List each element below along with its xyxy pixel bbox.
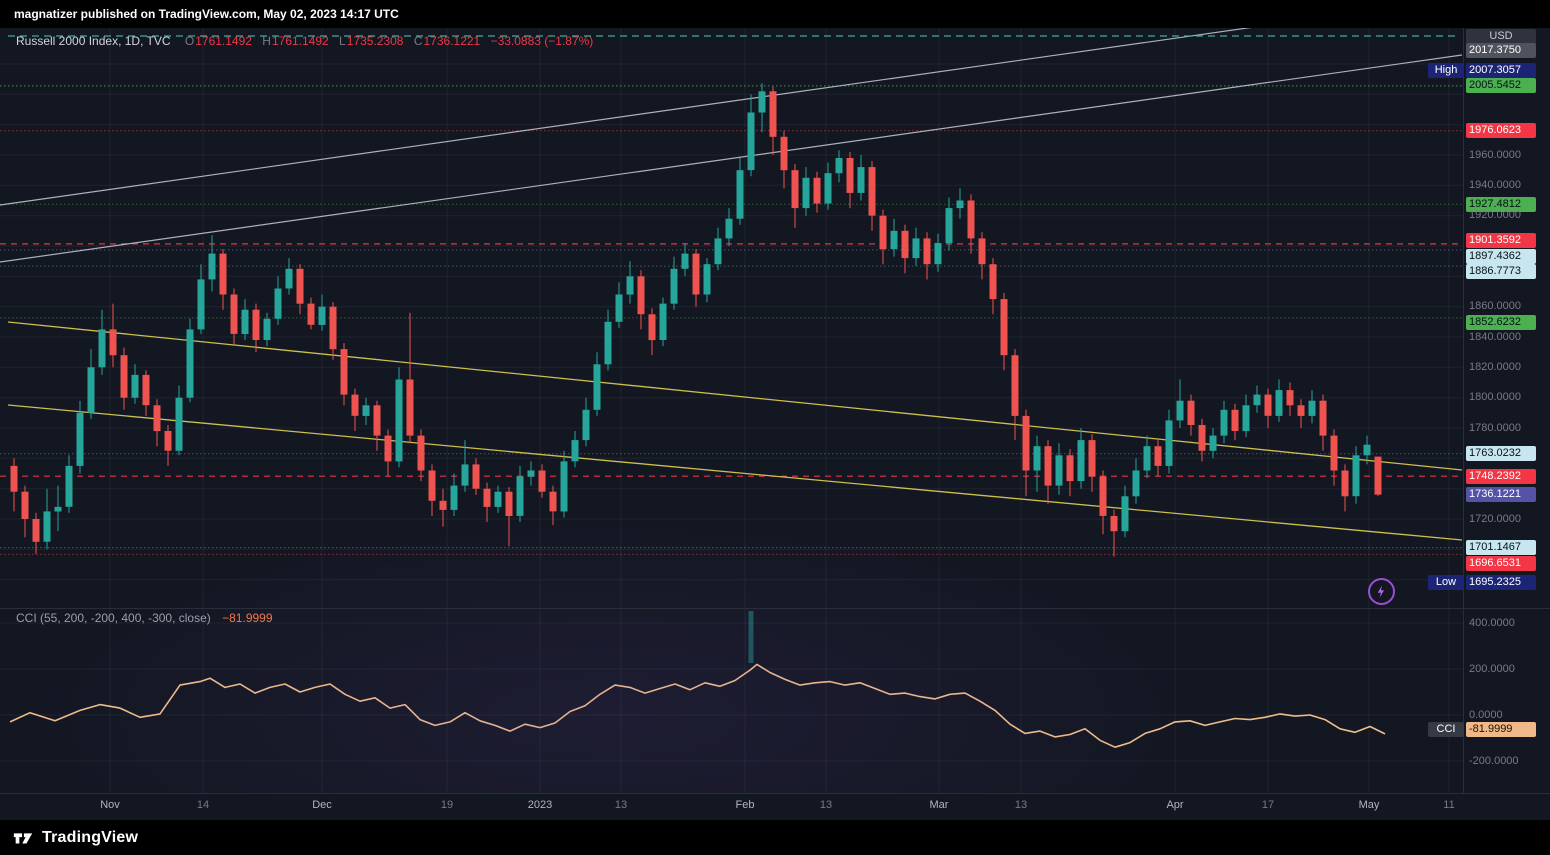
time-label: 13	[614, 799, 628, 811]
scale-label: 1820.0000	[1469, 360, 1521, 373]
scale-label: 1748.2392	[1466, 468, 1536, 484]
time-label: Feb	[735, 799, 755, 811]
scale-label: -81.9999	[1466, 721, 1536, 737]
time-label: Mar	[929, 799, 949, 811]
ohlc-change-value: −33.0883 (−1.87%)	[490, 34, 594, 48]
ohlc-low-label: L	[339, 34, 346, 48]
scale-label: 1897.4362	[1466, 248, 1536, 264]
scale-label: -200.0000	[1469, 754, 1519, 767]
cci-pane[interactable]	[0, 608, 1463, 793]
scale-label: 200.0000	[1469, 662, 1515, 675]
ohlc-open-value: 1761.1492	[195, 34, 252, 48]
time-label: 2023	[527, 799, 553, 811]
ohlc-open-label: O	[184, 34, 195, 48]
scale-label: 400.0000	[1469, 616, 1515, 629]
publish-text: magnatizer published on TradingView.com,…	[14, 7, 399, 21]
scale-label: 2005.5452	[1466, 78, 1536, 94]
scale-label: 1940.0000	[1469, 178, 1521, 191]
scale-label: 1927.4812	[1466, 196, 1536, 212]
scale-label: 1860.0000	[1469, 300, 1521, 313]
main-chart-pane[interactable]	[0, 28, 1463, 608]
cci-title[interactable]: CCI (55, 200, -200, 400, -300, close)	[16, 611, 211, 625]
price-scale-separator[interactable]	[1463, 28, 1464, 793]
ohlc-high-value: 1761.1492	[271, 34, 329, 48]
time-label: 17	[1261, 799, 1275, 811]
scale-label: 1920.0000	[1469, 209, 1521, 222]
scale-label: 1720.0000	[1469, 512, 1521, 525]
time-label: Dec	[312, 799, 332, 811]
scale-label: 1736.1221	[1466, 487, 1536, 503]
scale-label: 1840.0000	[1469, 330, 1521, 343]
time-label: 19	[440, 799, 454, 811]
lightning-icon	[1377, 585, 1384, 598]
footer-bar: TradingView	[0, 820, 1550, 855]
time-label: May	[1358, 799, 1380, 811]
scale-label: 1886.7773	[1466, 263, 1536, 279]
time-label: 11	[1443, 799, 1455, 811]
pane-separator[interactable]	[0, 608, 1550, 609]
ohlc-close-value: 1736.1221	[423, 34, 481, 48]
time-label: 13	[819, 799, 833, 811]
candlestick-chart[interactable]	[0, 28, 1463, 608]
scale-label: 1976.0623	[1466, 123, 1536, 139]
scale-label: 1901.3592	[1466, 232, 1536, 248]
scale-label: 1800.0000	[1469, 391, 1521, 404]
cci-chart[interactable]	[0, 608, 1463, 793]
cci-legend: CCI (55, 200, -200, 400, -300, close) −8…	[16, 611, 273, 625]
ohlc-low-value: 1735.2308	[346, 34, 404, 48]
scale-label: 2017.3750	[1466, 42, 1536, 58]
scale-label: USD	[1466, 28, 1536, 44]
time-label: Apr	[1166, 799, 1184, 811]
time-axis-separator	[0, 793, 1550, 794]
scale-label: 0.0000	[1469, 708, 1503, 721]
scale-label: 1701.1467	[1466, 540, 1536, 556]
scale-label: 1780.0000	[1469, 421, 1521, 434]
tradingview-wordmark[interactable]: TradingView	[42, 828, 139, 846]
cci-value: −81.9999	[222, 611, 273, 625]
time-label: 14	[196, 799, 210, 811]
symbol-title[interactable]: Russell 2000 Index, 1D, TVC	[16, 34, 171, 48]
ohlc-close-label: C	[413, 34, 423, 48]
time-label: 13	[1014, 799, 1028, 811]
scale-label: 1763.0232	[1466, 446, 1536, 462]
symbol-legend: Russell 2000 Index, 1D, TVC O1761.1492 H…	[16, 34, 593, 48]
ohlc-high-label: H	[262, 34, 271, 48]
time-axis[interactable]: Nov 14 Dec 19 2023 13 Feb 13 Mar 13 Apr 17 May 11	[0, 793, 1463, 820]
scale-label: 2007.3057	[1466, 62, 1536, 78]
tradingview-logo[interactable]	[12, 827, 34, 849]
publish-banner: magnatizer published on TradingView.com,…	[0, 0, 1550, 28]
flash-button[interactable]	[1368, 578, 1395, 605]
scale-label: 1695.2325	[1466, 574, 1536, 590]
time-label: Nov	[100, 799, 120, 811]
scale-label: 1960.0000	[1469, 148, 1521, 161]
scale-label: 1852.6232	[1466, 314, 1536, 330]
scale-label: 1696.6531	[1466, 555, 1536, 571]
